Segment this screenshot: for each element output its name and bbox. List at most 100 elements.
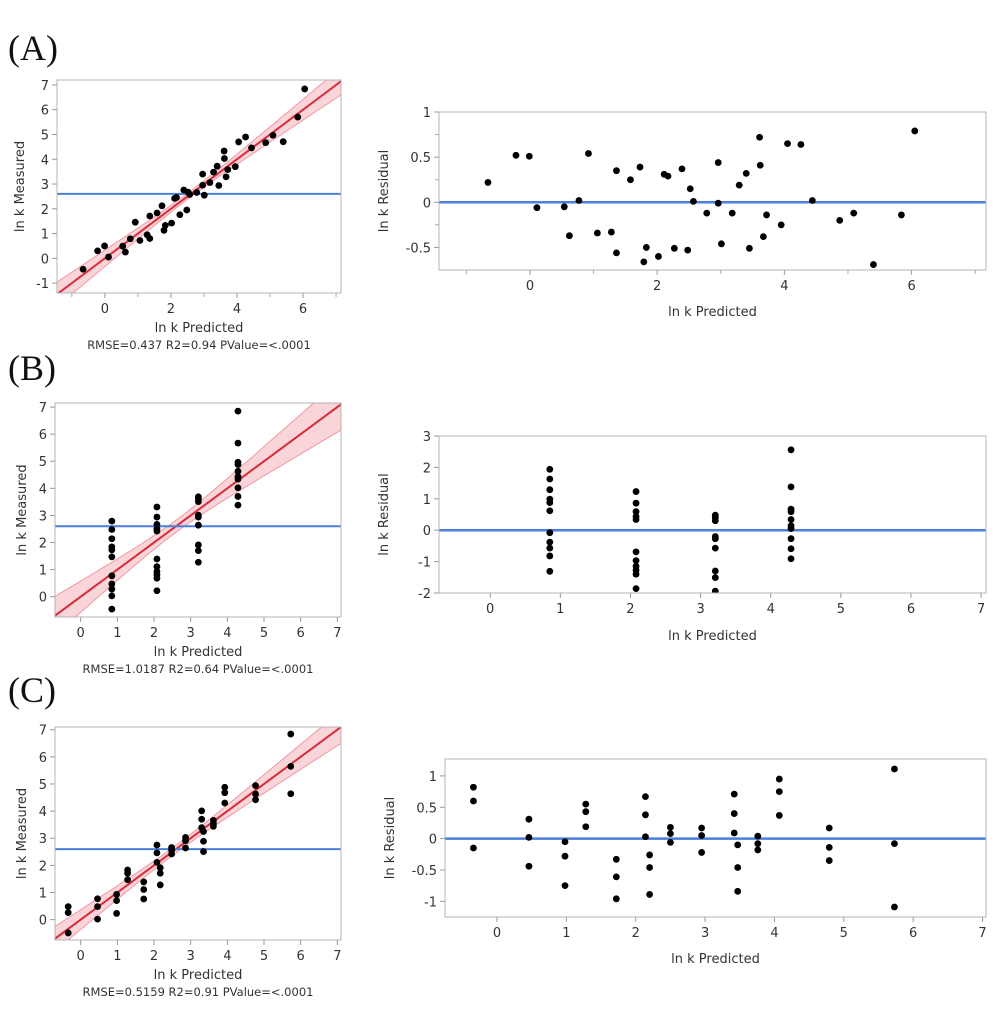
fit-statistics: RMSE=0.437 R2=0.94 PValue=<.0001 — [87, 338, 311, 352]
y-tick-label: 0 — [429, 833, 437, 848]
data-point — [533, 204, 541, 212]
plot-frame — [438, 111, 987, 271]
data-point — [153, 209, 161, 217]
data-point — [787, 535, 795, 543]
y-tick-label: 6 — [39, 428, 47, 443]
y-axis-title: ln k Residual — [377, 473, 392, 556]
data-point — [698, 824, 706, 832]
y-tick-label: 3 — [41, 178, 49, 193]
data-point — [735, 181, 743, 189]
data-point — [198, 807, 206, 815]
data-point — [113, 897, 120, 905]
x-tick-label: 2 — [150, 626, 158, 641]
data-point — [612, 895, 620, 903]
data-point — [711, 587, 719, 593]
y-tick-label: 2 — [39, 537, 47, 552]
y-tick-label: 0.5 — [416, 801, 437, 816]
data-point — [153, 513, 161, 521]
data-point — [711, 544, 719, 552]
data-point — [287, 790, 295, 798]
data-point — [213, 162, 221, 170]
data-point — [565, 232, 573, 240]
x-tick-label: 6 — [299, 302, 307, 317]
data-point — [193, 189, 201, 196]
y-tick-label: 3 — [423, 430, 431, 445]
data-point — [787, 525, 795, 533]
y-tick-label: 0 — [39, 591, 47, 606]
chart-A-residual: 0 2 4 6 -0.5 0 0.5 1 ln k Predicted ln k Residual — [377, 106, 987, 320]
fit-line — [57, 80, 341, 293]
data-point — [200, 848, 207, 855]
data-point — [113, 910, 120, 917]
confidence-lower — [67, 742, 341, 940]
data-point — [194, 541, 202, 549]
data-point — [199, 181, 207, 189]
data-point — [546, 465, 554, 473]
data-point — [140, 886, 148, 893]
data-point — [215, 182, 223, 189]
data-point — [153, 503, 161, 511]
data-point — [221, 155, 228, 162]
plot-frame — [54, 726, 342, 941]
data-point — [734, 841, 742, 849]
data-point — [825, 824, 833, 832]
data-point — [646, 864, 654, 871]
data-point — [898, 211, 905, 219]
data-point — [301, 85, 309, 93]
data-point — [200, 828, 207, 835]
data-point — [777, 221, 785, 229]
data-point — [784, 140, 791, 148]
data-point — [636, 163, 644, 171]
data-point — [646, 891, 654, 898]
data-point — [194, 513, 202, 521]
x-tick-label: 5 — [260, 949, 268, 964]
data-point — [575, 197, 583, 204]
data-point — [763, 211, 770, 219]
data-point — [582, 800, 590, 808]
data-point — [870, 261, 877, 268]
data-point — [728, 209, 736, 217]
data-point — [525, 862, 533, 870]
data-point — [105, 253, 112, 261]
y-tick-label: 2 — [41, 203, 49, 218]
data-point — [153, 555, 161, 563]
data-point — [119, 242, 127, 250]
x-tick-label: 4 — [767, 602, 775, 617]
data-point — [613, 249, 620, 257]
data-point — [182, 837, 189, 845]
data-point — [234, 484, 242, 492]
data-point — [156, 869, 164, 877]
data-point — [646, 851, 654, 859]
data-point — [582, 808, 590, 816]
plot-content — [57, 80, 341, 293]
data-point — [221, 789, 229, 797]
plot-area — [439, 112, 986, 270]
fit-statistics: RMSE=0.5159 R2=0.91 PValue=<.0001 — [83, 985, 314, 999]
data-point — [734, 864, 742, 871]
data-point — [667, 830, 674, 838]
data-point — [194, 558, 202, 566]
data-point — [108, 592, 116, 600]
data-point — [561, 838, 569, 846]
x-tick-label: 0 — [77, 949, 85, 964]
y-tick-label: 0 — [39, 914, 47, 929]
data-point — [231, 163, 239, 171]
data-point — [108, 553, 116, 561]
data-point — [294, 113, 302, 121]
y-axis-title: ln k Measured — [15, 788, 30, 879]
data-point — [664, 172, 672, 180]
data-point — [561, 852, 569, 860]
x-tick-label: 3 — [187, 949, 195, 964]
data-point — [698, 832, 706, 839]
x-tick-label: 1 — [113, 626, 121, 641]
x-tick-label: 7 — [333, 949, 341, 964]
data-point — [234, 475, 242, 483]
y-tick-label: 7 — [39, 401, 47, 416]
panel-label-c: (C) — [8, 670, 56, 710]
data-point — [797, 141, 805, 148]
data-point — [546, 529, 554, 537]
data-point — [582, 823, 590, 831]
plot-content — [439, 127, 986, 268]
x-tick-label: 6 — [909, 926, 917, 941]
